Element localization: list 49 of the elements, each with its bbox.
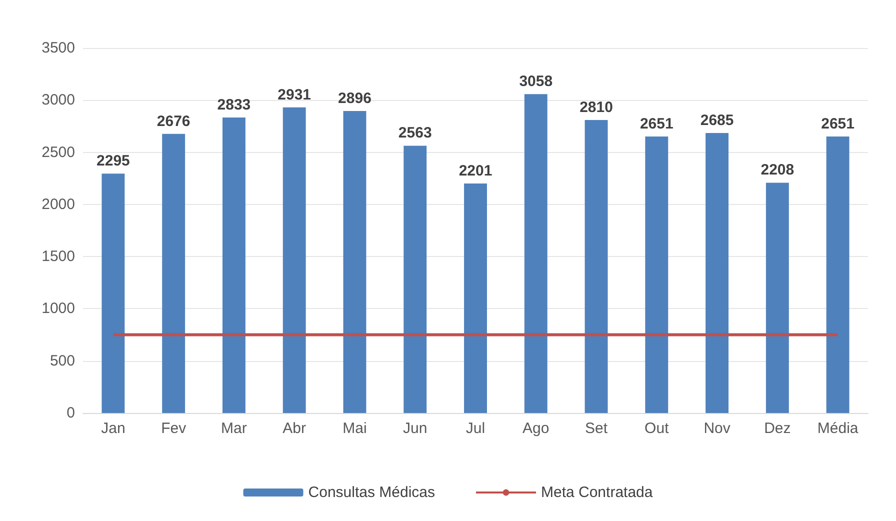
bar: [766, 182, 789, 413]
data-label: 2651: [821, 116, 854, 133]
data-label: 2685: [700, 112, 734, 129]
y-tick-label: 2000: [42, 196, 75, 213]
x-tick-label: Set: [585, 420, 608, 437]
y-tick-label: 2500: [42, 144, 75, 161]
x-tick-label: Mar: [221, 420, 247, 437]
y-tick-label: 1500: [42, 248, 75, 266]
x-tick-label: Out: [644, 420, 670, 437]
x-tick-label: Jul: [466, 420, 486, 437]
data-label: 2651: [640, 116, 674, 133]
bar: [584, 120, 608, 413]
data-label: 2896: [338, 90, 372, 107]
x-tick-label: Mai: [342, 420, 367, 437]
y-tick-label: 500: [50, 352, 75, 370]
legend-label: Consultas Médicas: [308, 484, 436, 501]
x-tick-label: Média: [817, 420, 859, 437]
x-tick-label: Ago: [522, 420, 550, 437]
data-label: 2676: [156, 112, 190, 130]
data-label: 2563: [398, 124, 432, 142]
bar: [645, 136, 668, 413]
data-label: 2931: [278, 86, 312, 104]
bar: [706, 132, 729, 413]
bar: [464, 183, 487, 413]
x-tick-label: Nov: [704, 420, 731, 437]
y-tick-label: 0: [66, 404, 75, 422]
legend-label: Meta Contratada: [540, 484, 654, 501]
x-tick-label: Jun: [403, 420, 428, 437]
x-tick-label: Dez: [764, 420, 791, 437]
bar: [826, 136, 850, 413]
data-label: 2833: [217, 96, 251, 114]
data-label: 3058: [519, 73, 553, 90]
bar: [222, 118, 246, 413]
bar: [404, 146, 427, 413]
bar: [524, 94, 548, 413]
bar: [282, 107, 306, 413]
bar: [343, 110, 366, 413]
y-tick-label: 3500: [42, 40, 75, 56]
bar: [162, 134, 186, 413]
y-tick-label: 3000: [42, 92, 75, 109]
x-tick-label: Jan: [101, 420, 126, 437]
data-label: 2810: [580, 98, 613, 116]
data-label: 2208: [760, 162, 794, 179]
x-tick-label: Fev: [161, 420, 187, 437]
bar: [102, 174, 125, 413]
data-label: 2201: [458, 162, 492, 180]
x-tick-label: Abr: [282, 420, 306, 437]
y-tick-label: 1000: [42, 300, 75, 318]
data-label: 2295: [96, 152, 130, 170]
